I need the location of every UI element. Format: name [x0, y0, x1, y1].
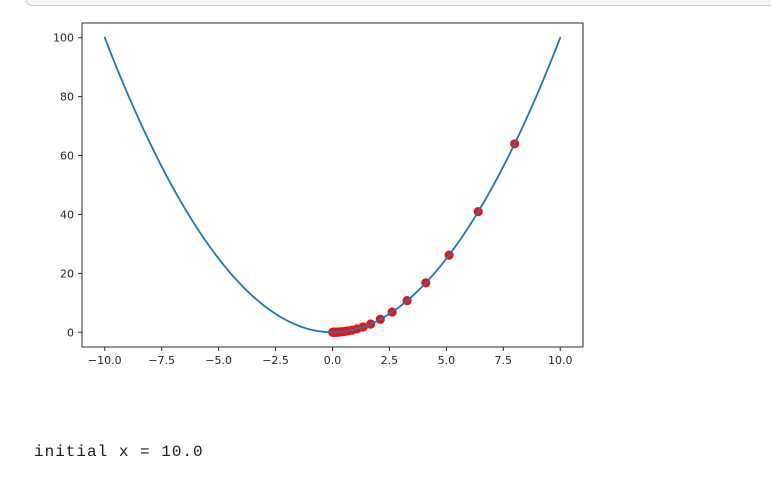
y-tick-label: 100	[53, 32, 74, 45]
y-tick-label: 20	[60, 267, 74, 280]
console-output: initial x = 10.0 arg min f(x) of x = 0.0…	[34, 396, 469, 485]
y-tick-label: 40	[60, 208, 74, 221]
x-tick-label: −10.0	[88, 354, 122, 367]
x-tick-label: 10.0	[548, 354, 573, 367]
x-tick-label: 2.5	[381, 354, 399, 367]
notebook-cell-bottom-edge	[26, 0, 771, 6]
y-tick-label: 0	[67, 326, 74, 339]
x-tick-label: −5.0	[205, 354, 232, 367]
x-tick-label: −2.5	[262, 354, 289, 367]
x-tick-label: 0.0	[324, 354, 342, 367]
x-tick-label: −7.5	[148, 354, 175, 367]
y-tick-label: 60	[60, 150, 74, 163]
function-curve	[103, 36, 562, 334]
x-tick-label: 7.5	[495, 354, 513, 367]
output-line-initial-x: initial x = 10.0	[34, 443, 204, 461]
y-tick-label: 80	[60, 91, 74, 104]
x-tick-label: 5.0	[438, 354, 456, 367]
axes-spines	[81, 22, 584, 348]
